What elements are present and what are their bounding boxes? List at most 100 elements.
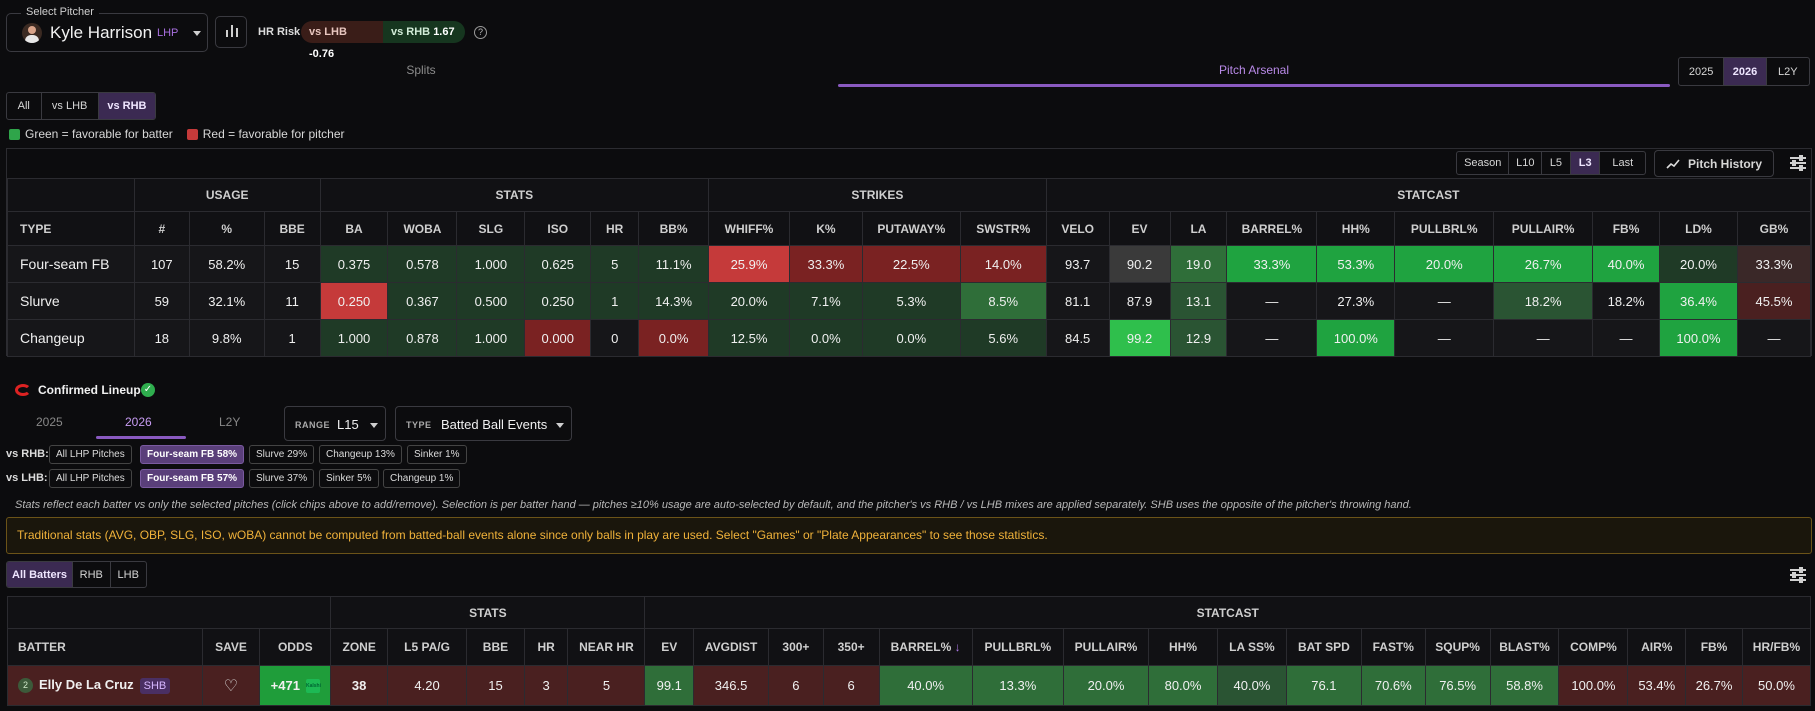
hand-vs-lhb[interactable]: vs LHB — [40, 93, 98, 119]
col-header-odds[interactable]: ODDS — [259, 628, 332, 666]
range-season[interactable]: Season — [1464, 157, 1502, 169]
chip-lhb-sinker[interactable]: Sinker 5% — [319, 469, 379, 488]
col-header-air[interactable]: AIR% — [1627, 628, 1687, 666]
col-header-near-hr[interactable]: NEAR HR — [567, 628, 646, 666]
col-header-iso[interactable]: ISO — [524, 211, 592, 246]
range-l5[interactable]: L5 — [1541, 152, 1570, 174]
col-header-pullair[interactable]: PULLAIR% — [1062, 628, 1150, 666]
col-header-blast[interactable]: BLAST% — [1489, 628, 1560, 666]
range-last[interactable]: Last — [1599, 152, 1645, 174]
col-header-pullair[interactable]: PULLAIR% — [1493, 211, 1594, 246]
col-header-hh[interactable]: HH% — [1148, 628, 1218, 666]
cell-iso: 0.250 — [524, 282, 592, 320]
col-header-barrel[interactable]: BARREL% — [1226, 211, 1318, 246]
col-header-ba[interactable]: BA — [319, 211, 389, 246]
col-header-pullbrl[interactable]: PULLBRL% — [1394, 211, 1495, 246]
col-header-hr[interactable]: HR — [523, 628, 569, 666]
col-header-squp[interactable]: SQUP% — [1424, 628, 1491, 666]
chip-rhb-slurve[interactable]: Slurve 29% — [249, 445, 315, 464]
col-header-bbe[interactable]: BBE — [263, 211, 321, 246]
col-header-la[interactable]: LA — [1169, 211, 1228, 246]
col-header-zone[interactable]: ZONE — [330, 628, 389, 666]
column-settings-icon[interactable] — [1790, 155, 1806, 171]
cell-squp: 76.5% — [1424, 665, 1491, 706]
chip-rhb-fourseam[interactable]: Four-seam FB 58% — [140, 445, 245, 464]
col-header-la-ss[interactable]: LA SS% — [1216, 628, 1287, 666]
col-header-ev[interactable]: EV — [644, 628, 695, 666]
tab-underline — [838, 84, 1670, 87]
col-header-slg[interactable]: SLG — [456, 211, 526, 246]
col-header-k[interactable]: K% — [788, 211, 863, 246]
tab-pitch-arsenal[interactable]: Pitch Arsenal — [1218, 63, 1290, 77]
cell-barrel: — — [1226, 282, 1318, 320]
col-header-save[interactable]: SAVE — [201, 628, 261, 666]
col-header-bbe[interactable]: BBE — [466, 628, 525, 666]
col-header-putaway[interactable]: PUTAWAY% — [861, 211, 961, 246]
pitcher-select[interactable]: Select Pitcher Kyle Harrison LHP — [6, 6, 208, 52]
group-statcast: STATCAST — [644, 596, 1811, 629]
col-header-fast[interactable]: FAST% — [1360, 628, 1426, 666]
chip-rhb-all[interactable]: All LHP Pitches — [49, 445, 132, 464]
col-header-velo[interactable]: VELO — [1045, 211, 1110, 246]
col-header-gb[interactable]: GB% — [1736, 211, 1812, 246]
col-header-whiff[interactable]: WHIFF% — [708, 211, 790, 246]
col-header-hr[interactable]: HR — [590, 211, 640, 246]
season-2026[interactable]: 2026 — [1723, 58, 1766, 85]
season-2025[interactable]: 2025 — [1688, 65, 1714, 78]
col-header-count[interactable]: # — [133, 211, 190, 246]
range-dropdown[interactable]: RANGE L15 — [284, 406, 386, 441]
filter-all-batters[interactable]: All Batters — [7, 562, 73, 587]
chip-lhb-slurve[interactable]: Slurve 37% — [249, 469, 315, 488]
col-header-pullbrl[interactable]: PULLBRL% — [971, 628, 1064, 666]
col-header-bat-spd[interactable]: BAT SPD — [1285, 628, 1362, 666]
col-header-hr-fb[interactable]: HR/FB% — [1741, 628, 1812, 666]
range-l10[interactable]: L10 — [1508, 152, 1541, 174]
filter-lhb[interactable]: LHB — [109, 562, 146, 587]
help-icon[interactable]: ? — [474, 26, 487, 39]
chevron-down-icon[interactable] — [193, 31, 201, 36]
hand-all[interactable]: All — [17, 100, 30, 112]
batter-name[interactable]: Elly De La Cruz — [39, 677, 134, 693]
col-header-barrel[interactable]: BARREL% ↓ — [878, 628, 973, 666]
bar-chart-button[interactable] — [215, 16, 247, 48]
pitch-history-button[interactable]: Pitch History — [1654, 150, 1774, 177]
odds-value: +471 — [270, 677, 300, 693]
year-tab-l2y[interactable]: L2Y — [219, 415, 241, 429]
type-dropdown[interactable]: TYPE Batted Ball Events — [395, 406, 572, 441]
col-header-type[interactable]: TYPE — [7, 211, 135, 246]
batter-cell[interactable]: 2 Elly De La Cruz SHB — [7, 665, 203, 706]
col-header-ev[interactable]: EV — [1108, 211, 1171, 246]
odds-cell[interactable]: +471 Kalshi — [259, 665, 332, 706]
chip-lhb-fourseam[interactable]: Four-seam FB 57% — [140, 469, 245, 488]
col-header-300[interactable]: 300+ — [768, 628, 824, 666]
table-row[interactable]: 2 Elly De La Cruz SHB ♡ +471 Kalshi 38 4.20 15 3 5… — [7, 665, 1812, 706]
range-l3[interactable]: L3 — [1569, 152, 1600, 174]
col-header-l5-pa-g[interactable]: L5 PA/G — [387, 628, 468, 666]
col-header-batter[interactable]: BATTER — [7, 628, 203, 666]
col-header-comp[interactable]: COMP% — [1558, 628, 1629, 666]
col-header-woba[interactable]: WOBA — [387, 211, 458, 246]
col-header-350[interactable]: 350+ — [822, 628, 880, 666]
hand-vs-rhb[interactable]: vs RHB — [97, 93, 155, 119]
col-header-swstr[interactable]: SWSTR% — [959, 211, 1047, 246]
tab-splits[interactable]: Splits — [406, 63, 436, 77]
col-header-fb[interactable]: FB% — [1592, 211, 1660, 246]
col-header-ld[interactable]: LD% — [1659, 211, 1738, 246]
chip-rhb-sinker[interactable]: Sinker 1% — [407, 445, 467, 464]
cell-woba: 0.367 — [387, 282, 458, 320]
season-l2y[interactable]: L2Y — [1765, 58, 1809, 85]
col-header-count[interactable]: % — [188, 211, 265, 246]
chip-rhb-changeup[interactable]: Changeup 13% — [319, 445, 402, 464]
batter-column-settings-icon[interactable] — [1790, 567, 1806, 583]
filter-rhb[interactable]: RHB — [72, 562, 109, 587]
chip-lhb-changeup[interactable]: Changeup 1% — [383, 469, 461, 488]
col-header-avgdist[interactable]: AVGDIST — [693, 628, 770, 666]
year-tab-2025[interactable]: 2025 — [36, 415, 63, 429]
col-header-bb[interactable]: BB% — [638, 211, 710, 246]
heart-icon[interactable]: ♡ — [223, 677, 239, 695]
year-tab-2026[interactable]: 2026 — [125, 415, 152, 429]
col-header-fb[interactable]: FB% — [1685, 628, 1743, 666]
col-header-hh[interactable]: HH% — [1316, 211, 1396, 246]
chip-lhb-all[interactable]: All LHP Pitches — [49, 469, 132, 488]
cell-ba: 0.250 — [319, 282, 389, 320]
